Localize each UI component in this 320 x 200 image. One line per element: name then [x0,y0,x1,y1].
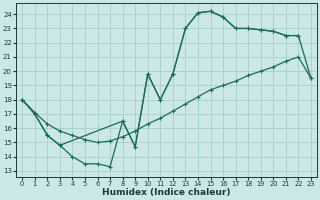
X-axis label: Humidex (Indice chaleur): Humidex (Indice chaleur) [102,188,231,197]
